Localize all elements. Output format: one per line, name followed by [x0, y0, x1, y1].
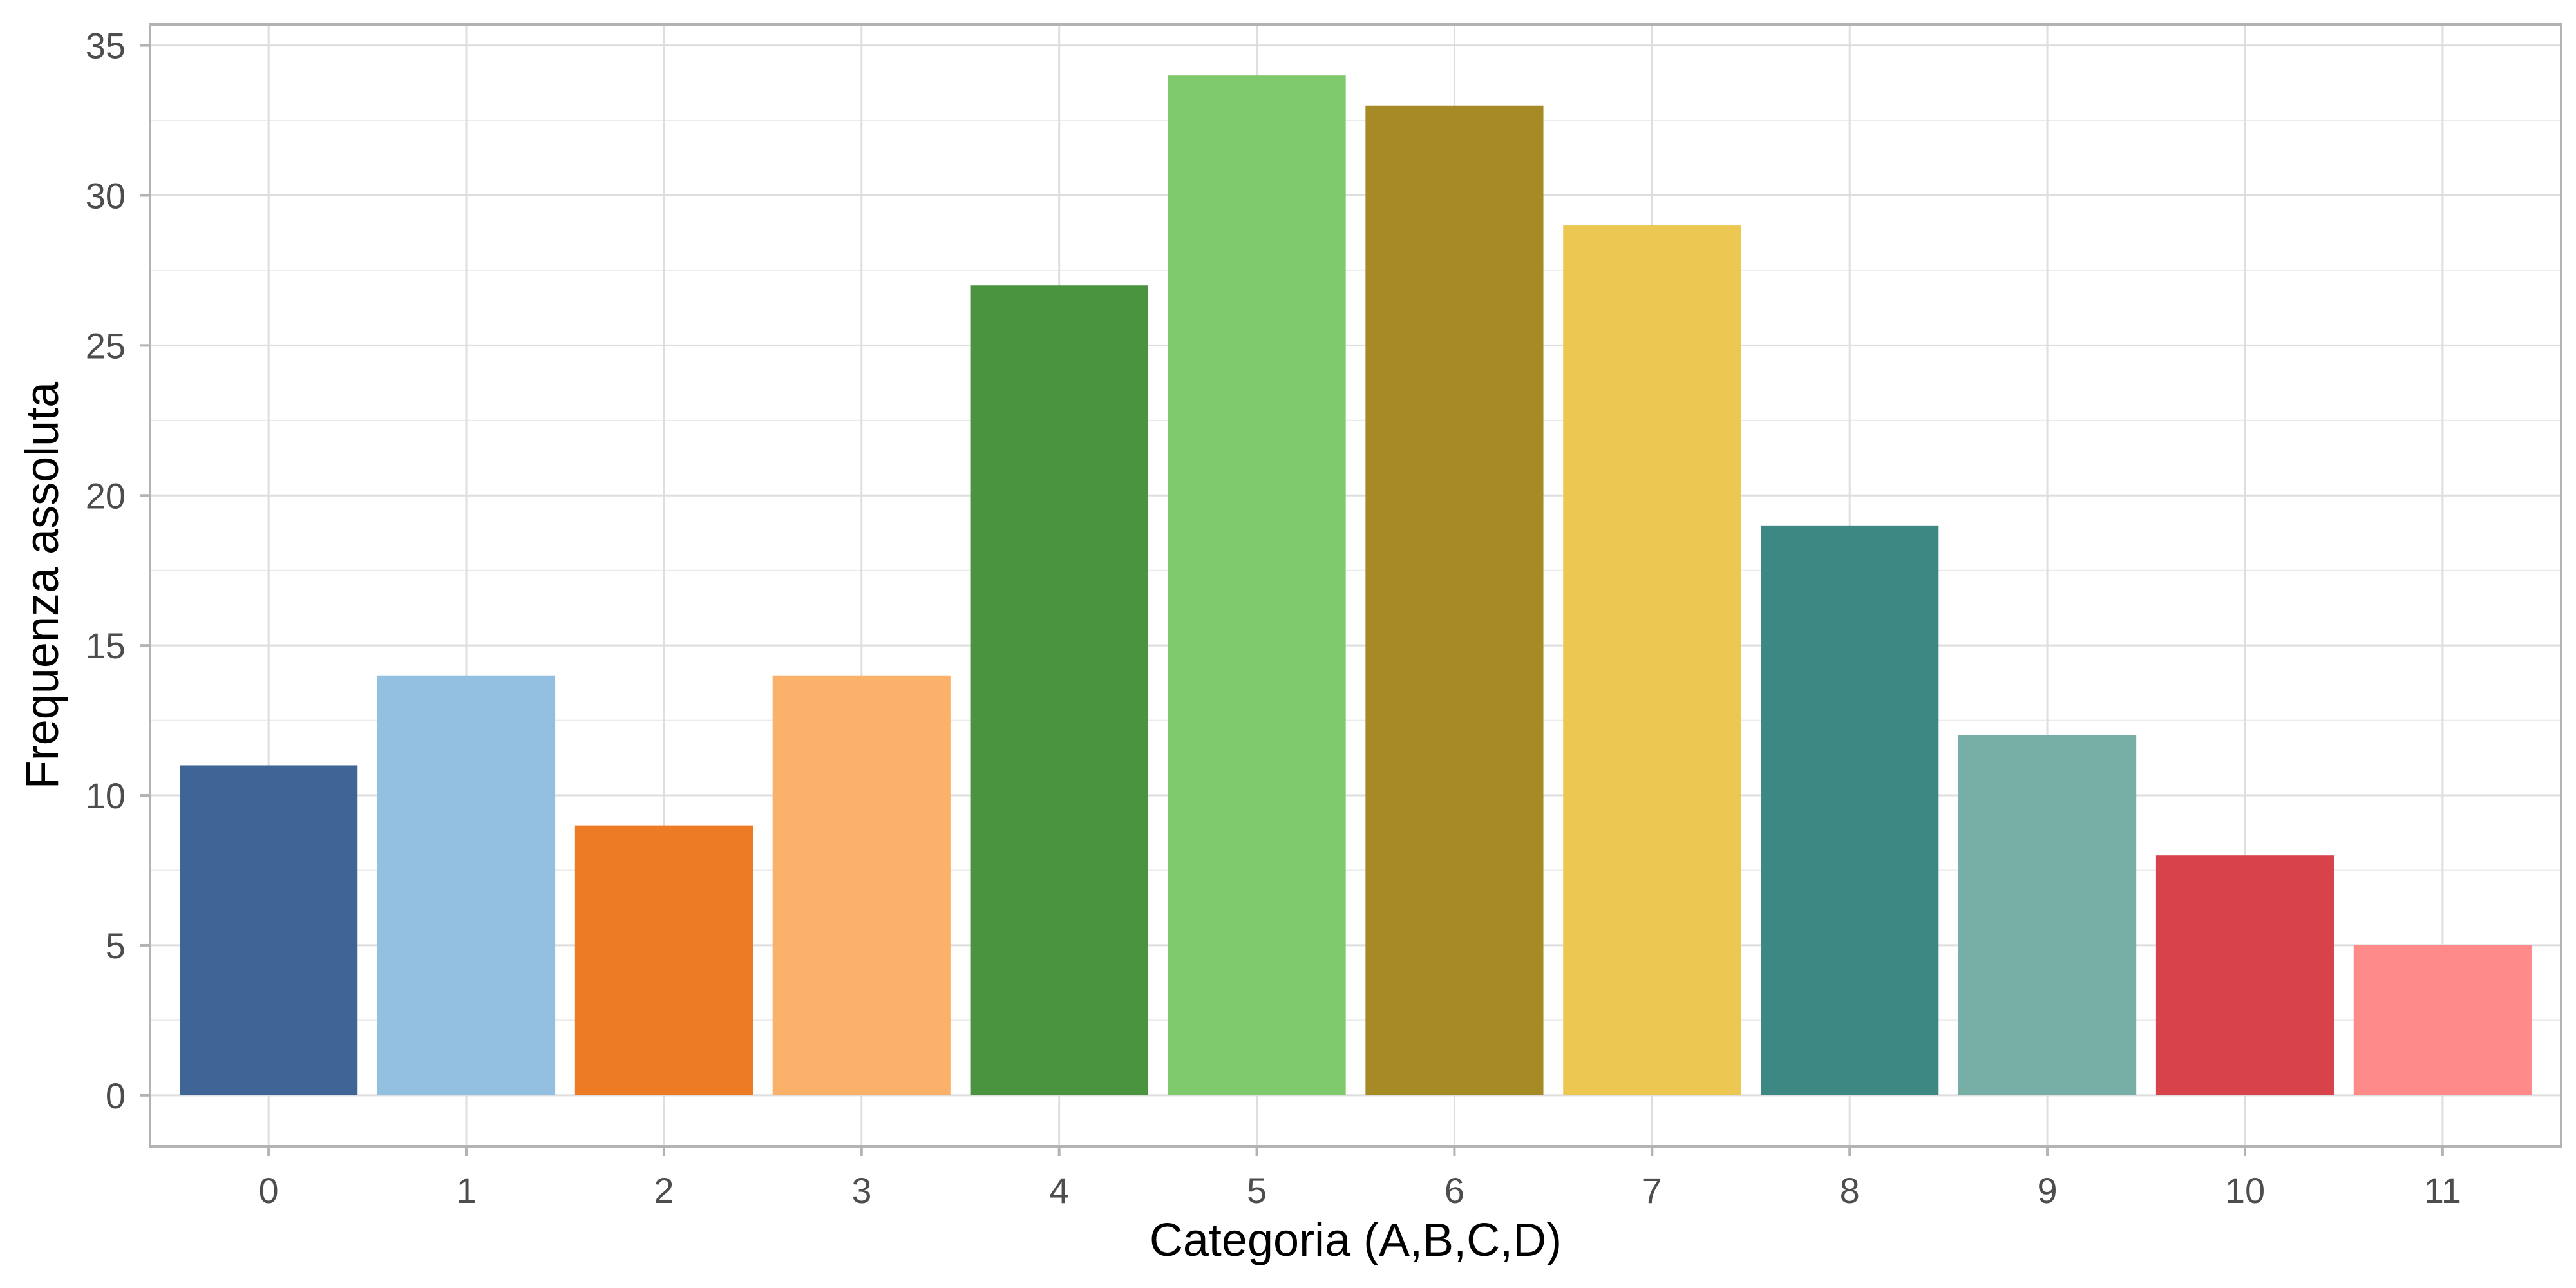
bar	[970, 285, 1148, 1095]
bar	[1365, 105, 1544, 1095]
plot-panel-border	[149, 23, 2562, 1148]
y-tick-label: 30	[86, 175, 126, 216]
x-tick-label: 5	[1247, 1170, 1267, 1211]
x-tick-label: 4	[1049, 1170, 1069, 1211]
bar	[1168, 75, 1346, 1095]
y-tick-label: 15	[86, 625, 126, 666]
ticks: 0 5 10 15 20 25 30 35 0 1 2 3 4 5 6 7 8 9 10 11	[86, 26, 2461, 1211]
x-tick-label: 3	[851, 1170, 871, 1211]
y-tick-label: 20	[86, 475, 126, 516]
bar	[1563, 225, 1741, 1095]
x-tick-label: 7	[1642, 1170, 1662, 1211]
x-tick-label: 9	[2038, 1170, 2058, 1211]
x-tick-label: 11	[2424, 1170, 2461, 1211]
x-tick-label: 1	[456, 1170, 476, 1211]
y-axis-title: Frequenza assoluta	[17, 381, 68, 789]
x-tick-label: 10	[2225, 1170, 2265, 1211]
x-tick-label: 2	[654, 1170, 674, 1211]
bar	[1958, 735, 2137, 1095]
y-tick-label: 5	[106, 925, 126, 966]
bar	[2155, 855, 2334, 1095]
bar	[772, 675, 951, 1095]
bar	[2353, 945, 2532, 1095]
x-tick-label: 0	[259, 1170, 279, 1211]
x-tick-label: 6	[1444, 1170, 1464, 1211]
x-tick-label: 8	[1840, 1170, 1860, 1211]
y-tick-label: 0	[106, 1075, 126, 1116]
bars	[180, 75, 2532, 1095]
bar	[1761, 525, 1939, 1095]
bar	[180, 765, 358, 1095]
bar	[574, 825, 753, 1095]
x-axis-title: Categoria (A,B,C,D)	[1150, 1215, 1562, 1266]
y-tick-label: 25	[86, 325, 126, 366]
y-tick-label: 10	[86, 775, 126, 816]
bar	[377, 675, 556, 1095]
y-tick-label: 35	[86, 26, 126, 66]
